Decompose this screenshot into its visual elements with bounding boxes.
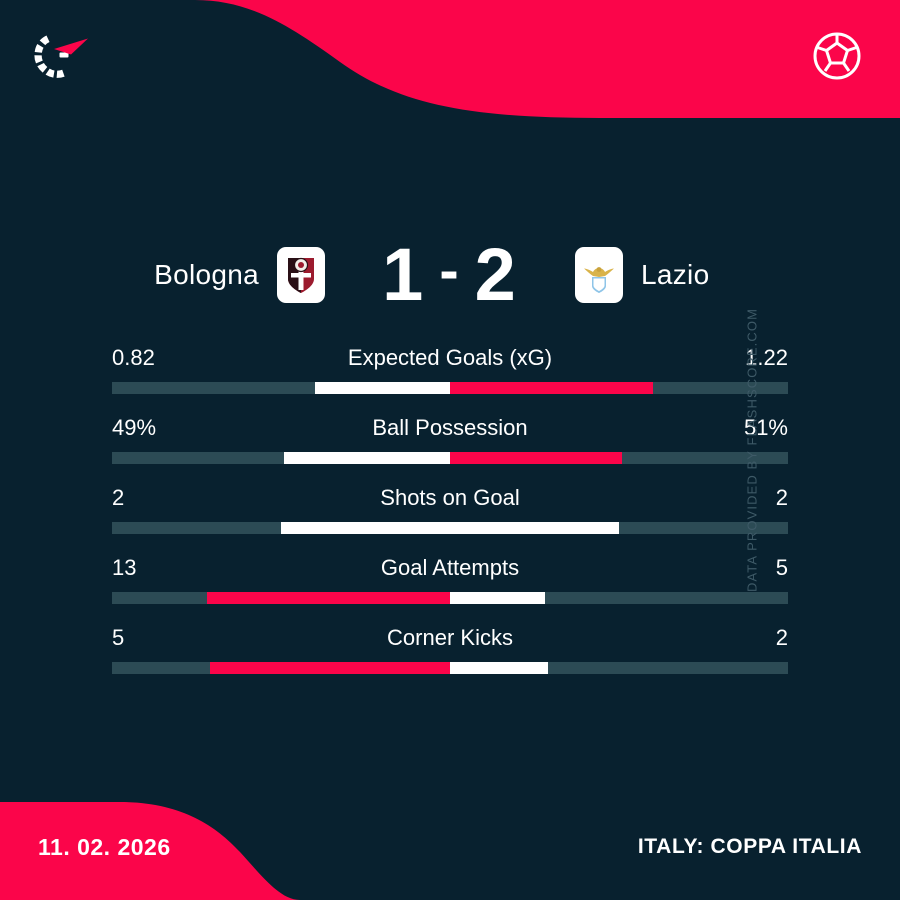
stat-bar-away [450,592,545,604]
match-date: 11. 02. 2026 [38,834,171,860]
score-display: 1 - 2 [325,238,575,312]
home-score: 1 [382,233,426,316]
footer: 11. 02. 2026 ITALY: COPPA ITALIA [0,790,900,900]
stat-bar-home [284,452,450,464]
header-red-banner [195,0,900,118]
soccer-ball-icon [811,30,863,82]
stat-bar-home [210,662,450,674]
stat-bar-track [112,522,788,534]
home-team-name: Bologna [154,259,259,290]
stat-header: 13 Goal Attempts 5 [112,555,788,581]
stat-away-value: 51% [743,415,788,440]
stat-home-value: 49% [112,415,157,440]
flashscore-logo-icon [26,27,96,85]
stat-row: 2 Shots on Goal 2 [112,485,788,534]
stat-label: Ball Possession [372,415,528,440]
stat-away-value: 2 [775,625,788,650]
stat-bar-track [112,662,788,674]
stat-header: 2 Shots on Goal 2 [112,485,788,511]
stat-header: 49% Ball Possession 51% [112,415,788,441]
stat-home-value: 5 [112,625,125,650]
stat-row: 13 Goal Attempts 5 [112,555,788,604]
data-provider-watermark: DATA PROVIDED BY FLASHSCORE.COM [744,307,760,593]
stat-home-value: 0.82 [112,345,155,370]
stat-bar-away [450,452,623,464]
stat-label: Shots on Goal [380,485,520,510]
stat-header: 5 Corner Kicks 2 [112,625,788,651]
stat-bar-home [281,522,450,534]
stat-bar-home [206,592,450,604]
stat-bar-away [450,662,549,674]
stat-home-value: 13 [112,555,137,580]
score-separator: - [439,238,461,303]
stat-row: 0.82 Expected Goals (xG) 1.22 [112,345,788,394]
header [0,0,900,130]
stat-bar-away [450,382,653,394]
stat-bar-track [112,452,788,464]
lazio-crest-icon [575,247,623,303]
stat-label: Goal Attempts [380,555,520,580]
stat-away-value: 1.22 [745,345,788,370]
stat-row: 5 Corner Kicks 2 [112,625,788,674]
stat-label: Corner Kicks [387,625,513,650]
bologna-crest-icon [277,247,325,303]
competition-name: ITALY: COPPA ITALIA [637,835,862,858]
stat-bar-track [112,592,788,604]
stat-row: 49% Ball Possession 51% [112,415,788,464]
stat-header: 0.82 Expected Goals (xG) 1.22 [112,345,788,371]
stat-bar-track [112,382,788,394]
stat-away-value: 5 [775,555,788,580]
scoreline: Bologna 1 - 2 Lazio [0,232,900,318]
stat-bar-away [450,522,619,534]
away-score: 2 [474,233,518,316]
away-team-name: Lazio [641,259,710,290]
stats-list: 0.82 Expected Goals (xG) 1.22 49% Ball P… [112,345,788,695]
stat-home-value: 2 [112,485,125,510]
footer-red-banner [0,802,300,900]
stat-label: Expected Goals (xG) [347,345,553,370]
stat-away-value: 2 [775,485,788,510]
stat-bar-home [314,382,450,394]
